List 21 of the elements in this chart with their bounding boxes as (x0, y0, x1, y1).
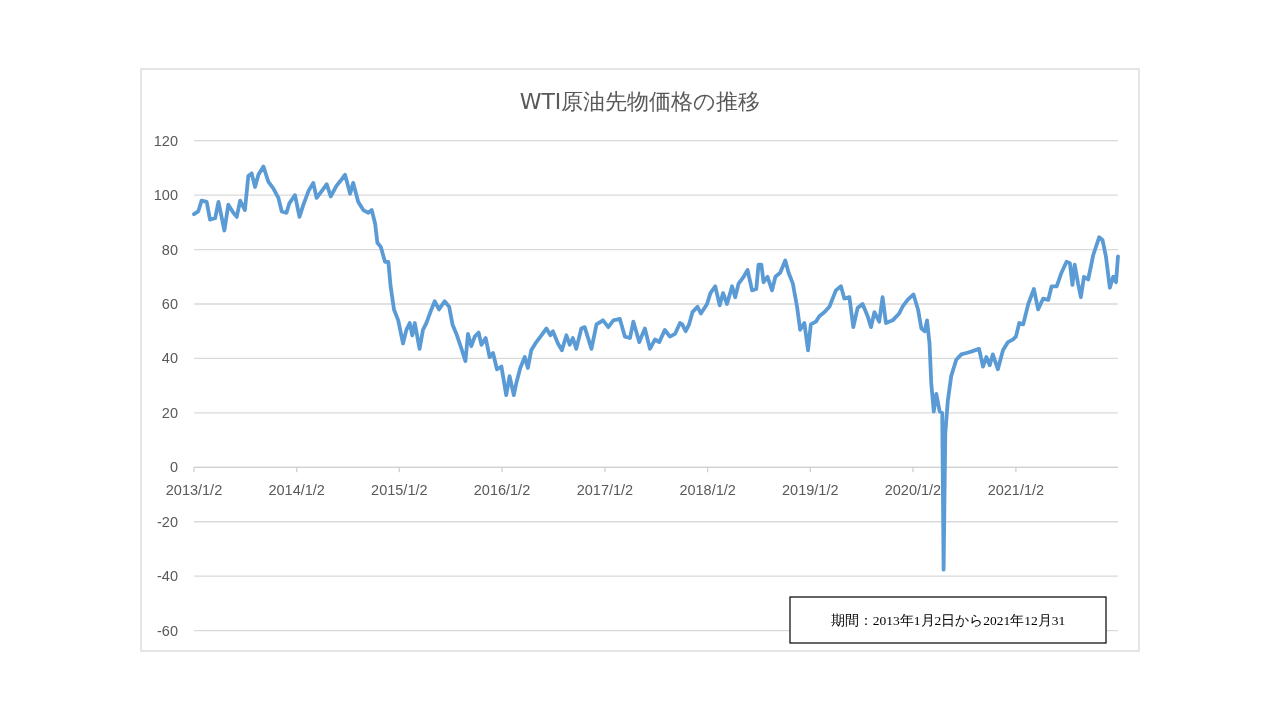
ytick-label: 20 (161, 404, 178, 421)
xtick-label: 2020/1/2 (884, 482, 942, 499)
ytick-label: 120 (153, 132, 178, 149)
ytick-label: 100 (153, 187, 178, 204)
xtick-label: 2018/1/2 (679, 482, 736, 499)
xtick-label: 2014/1/2 (268, 482, 325, 499)
ytick-label: 80 (161, 241, 178, 258)
ytick-label: 0 (169, 459, 178, 476)
xtick-label: 2017/1/2 (576, 482, 634, 499)
annotation: 期間：2013年1月2日から2021年12月31 (830, 613, 1066, 628)
xtick-label: 2019/1/2 (782, 482, 839, 499)
xtick-label: 2013/1/2 (165, 482, 223, 499)
xtick-label: 2021/1/2 (987, 482, 1045, 499)
ytick-label: 40 (161, 350, 178, 367)
ytick-label: -40 (157, 568, 178, 585)
xtick-label: 2016/1/2 (473, 482, 531, 499)
ytick-label: -20 (157, 513, 178, 530)
ytick-label: -60 (157, 622, 178, 639)
xtick-label: 2015/1/2 (371, 482, 428, 499)
ytick-label: 60 (161, 296, 178, 312)
title: WTI原油先物価格の推移 (519, 89, 761, 114)
